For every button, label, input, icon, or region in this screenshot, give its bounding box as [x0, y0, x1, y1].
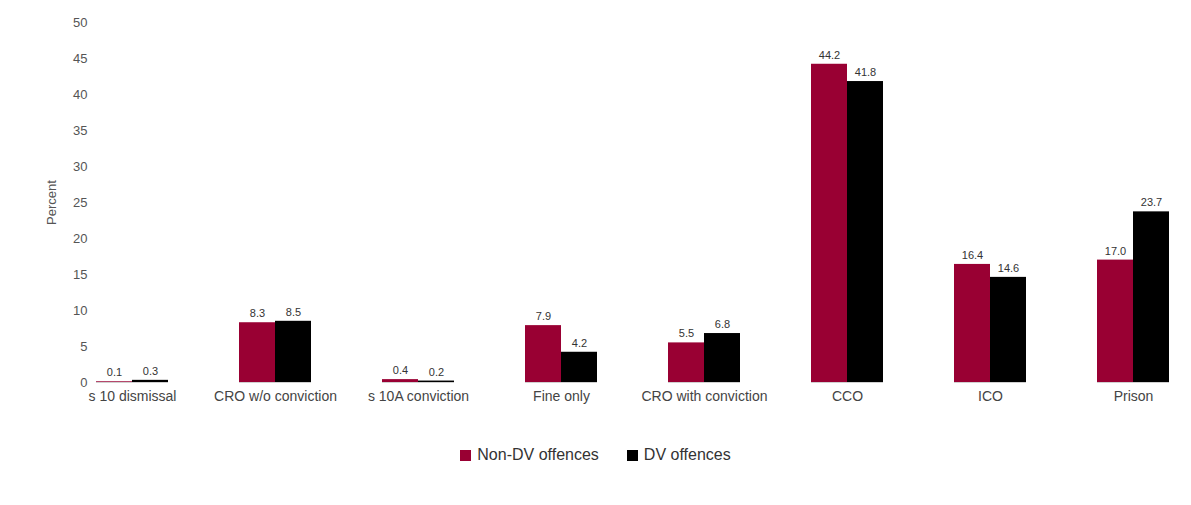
svg-text:CRO with conviction: CRO with conviction [641, 388, 767, 404]
svg-text:Prison: Prison [1114, 388, 1154, 404]
svg-text:50: 50 [73, 15, 87, 30]
svg-text:0: 0 [80, 375, 87, 390]
svg-text:25: 25 [73, 195, 87, 210]
svg-text:45: 45 [73, 51, 87, 66]
svg-text:s 10A conviction: s 10A conviction [368, 388, 469, 404]
svg-text:15: 15 [73, 267, 87, 282]
html-text:DV offences: DV offences [643, 446, 731, 463]
svg-text:35: 35 [73, 123, 87, 138]
svg-text:20: 20 [73, 231, 87, 246]
svg-text:16.4: 16.4 [962, 249, 983, 261]
svg-text:41.8: 41.8 [855, 66, 876, 78]
svg-text:CCO: CCO [832, 388, 863, 404]
svg-text:10: 10 [73, 303, 87, 318]
svg-text:30: 30 [73, 159, 87, 174]
svg-text:7.9: 7.9 [536, 310, 551, 322]
html-text:Non-DV offences: Non-DV offences [477, 446, 599, 463]
svg-text:Percent: Percent [44, 180, 59, 225]
svg-text:8.5: 8.5 [286, 306, 301, 318]
svg-text:0.3: 0.3 [143, 365, 158, 377]
svg-text:0.4: 0.4 [393, 364, 408, 376]
svg-text:s 10 dismissal: s 10 dismissal [89, 388, 177, 404]
svg-text:23.7: 23.7 [1141, 196, 1162, 208]
svg-text:14.6: 14.6 [998, 262, 1019, 274]
svg-text:17.0: 17.0 [1105, 245, 1126, 257]
svg-text:8.3: 8.3 [250, 307, 265, 319]
svg-text:ICO: ICO [978, 388, 1003, 404]
svg-text:0.2: 0.2 [429, 366, 444, 378]
svg-text:6.8: 6.8 [715, 318, 730, 330]
svg-text:4.2: 4.2 [572, 337, 587, 349]
svg-text:40: 40 [73, 87, 87, 102]
svg-text:44.2: 44.2 [819, 49, 840, 61]
svg-text:0.1: 0.1 [107, 366, 122, 378]
svg-text:5: 5 [80, 339, 87, 354]
svg-text:CRO w/o conviction: CRO w/o conviction [214, 388, 337, 404]
svg-text:Fine only: Fine only [533, 388, 590, 404]
svg-text:5.5: 5.5 [679, 327, 694, 339]
